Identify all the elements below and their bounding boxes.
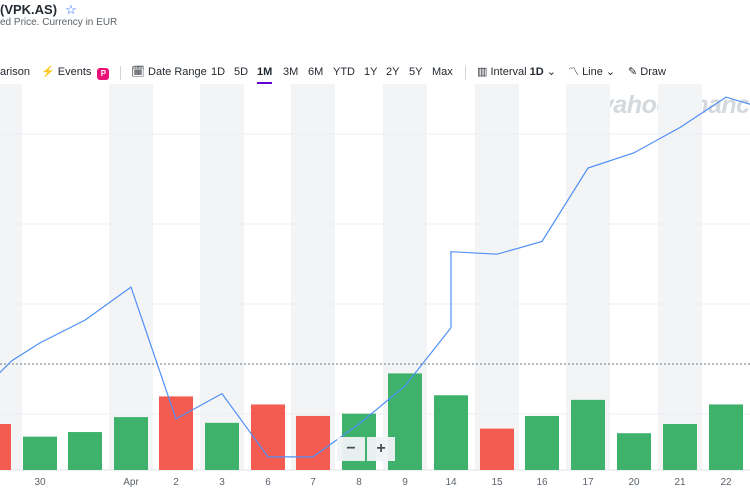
x-tick-label: 7 xyxy=(310,477,316,488)
range-1y[interactable]: 1Y xyxy=(364,66,378,78)
range-2y[interactable]: 2Y xyxy=(386,66,400,78)
interval-label: Interval xyxy=(490,66,527,78)
zoom-in-button[interactable]: + xyxy=(367,437,395,461)
zoom-out-button[interactable]: − xyxy=(337,437,365,461)
draw-label: Draw xyxy=(640,66,666,78)
volume-bar xyxy=(296,415,330,470)
volume-bar xyxy=(617,433,651,470)
x-tick-label: 8 xyxy=(356,477,362,488)
volume-bar xyxy=(663,424,697,470)
star-icon[interactable]: ☆ xyxy=(65,1,77,17)
date-range-label: Date Range xyxy=(148,66,207,78)
range-1d[interactable]: 1D xyxy=(211,66,226,78)
interval-value: 1D xyxy=(529,66,544,78)
range-6m[interactable]: 6M xyxy=(308,66,324,78)
title-row: (VPK.AS) ☆ xyxy=(0,0,77,18)
chart-type-label: Line xyxy=(582,66,603,78)
interval-button[interactable]: ▥ Interval 1D ⌄ xyxy=(477,64,556,80)
chevron-down-icon: ⌄ xyxy=(605,66,616,78)
volume-bar xyxy=(68,432,102,470)
volume-bar xyxy=(571,399,605,470)
volume-bar xyxy=(251,404,285,470)
price-chart[interactable]: 30 Apr 2 3 6 7 8 9 14 15 16 17 20 21 22 xyxy=(0,84,750,500)
grid-band xyxy=(658,84,702,470)
x-tick-label: 20 xyxy=(628,477,640,488)
chevron-down-icon: ⌄ xyxy=(546,66,556,78)
volume-bar xyxy=(525,415,559,470)
range-3m[interactable]: 3M xyxy=(283,66,299,78)
price-line xyxy=(0,96,750,458)
price-subtitle: ed Price. Currency in EUR xyxy=(0,17,118,28)
x-tick-label: 15 xyxy=(491,477,503,488)
volume-bar xyxy=(159,396,193,470)
calendar-icon: 🗓 xyxy=(131,66,145,78)
x-tick-label: 3 xyxy=(219,477,225,488)
volume-bar xyxy=(23,436,57,470)
date-range-button[interactable]: 🗓 Date Range xyxy=(131,64,207,80)
grid-band xyxy=(109,84,153,470)
bolt-icon: ⚡ xyxy=(41,66,55,78)
x-tick-label: 30 xyxy=(34,477,46,488)
candles-icon: ▥ xyxy=(477,66,488,78)
x-tick-label: 17 xyxy=(582,477,594,488)
toolbar-divider xyxy=(465,66,466,80)
x-tick-label: 22 xyxy=(720,477,732,488)
chart-toolbar: arison ⚡ Events P 🗓 Date Range 1D 5D 1M … xyxy=(0,60,750,84)
volume-bar xyxy=(0,424,11,470)
volume-bar xyxy=(434,395,468,470)
range-1m[interactable]: 1M xyxy=(257,66,273,78)
line-chart-icon: 〽 xyxy=(568,66,579,78)
x-tick-label: 21 xyxy=(674,477,686,488)
x-tick-label: 6 xyxy=(265,477,271,488)
pencil-icon: ✎ xyxy=(628,66,638,78)
grid-band xyxy=(0,84,22,470)
chart-type-button[interactable]: 〽 Line ⌄ xyxy=(568,64,615,80)
zoom-controls: − + xyxy=(337,437,395,461)
x-tick-label: 14 xyxy=(445,477,457,488)
stock-title: (VPK.AS) xyxy=(0,1,58,17)
range-5y[interactable]: 5Y xyxy=(409,66,423,78)
range-max[interactable]: Max xyxy=(432,66,453,78)
grid-band xyxy=(200,84,244,470)
grid-band xyxy=(475,84,519,470)
volume-bar xyxy=(480,428,514,470)
volume-bar xyxy=(709,404,743,470)
range-5d[interactable]: 5D xyxy=(234,66,249,78)
x-tick-label: 16 xyxy=(536,477,548,488)
draw-button[interactable]: ✎ Draw xyxy=(628,64,666,80)
comparison-button[interactable]: arison xyxy=(0,66,30,78)
grid-band xyxy=(291,84,335,470)
events-badge: P xyxy=(97,68,110,80)
events-button[interactable]: ⚡ Events P xyxy=(41,64,110,80)
toolbar-divider xyxy=(120,66,121,80)
volume-bar xyxy=(114,417,148,470)
x-tick-label: Apr xyxy=(123,477,139,488)
volume-bar xyxy=(205,422,239,470)
range-ytd[interactable]: YTD xyxy=(333,66,355,78)
x-tick-label: 9 xyxy=(402,477,408,488)
active-range-indicator xyxy=(257,82,272,84)
x-tick-label: 2 xyxy=(173,477,179,488)
events-label: Events xyxy=(57,66,92,78)
